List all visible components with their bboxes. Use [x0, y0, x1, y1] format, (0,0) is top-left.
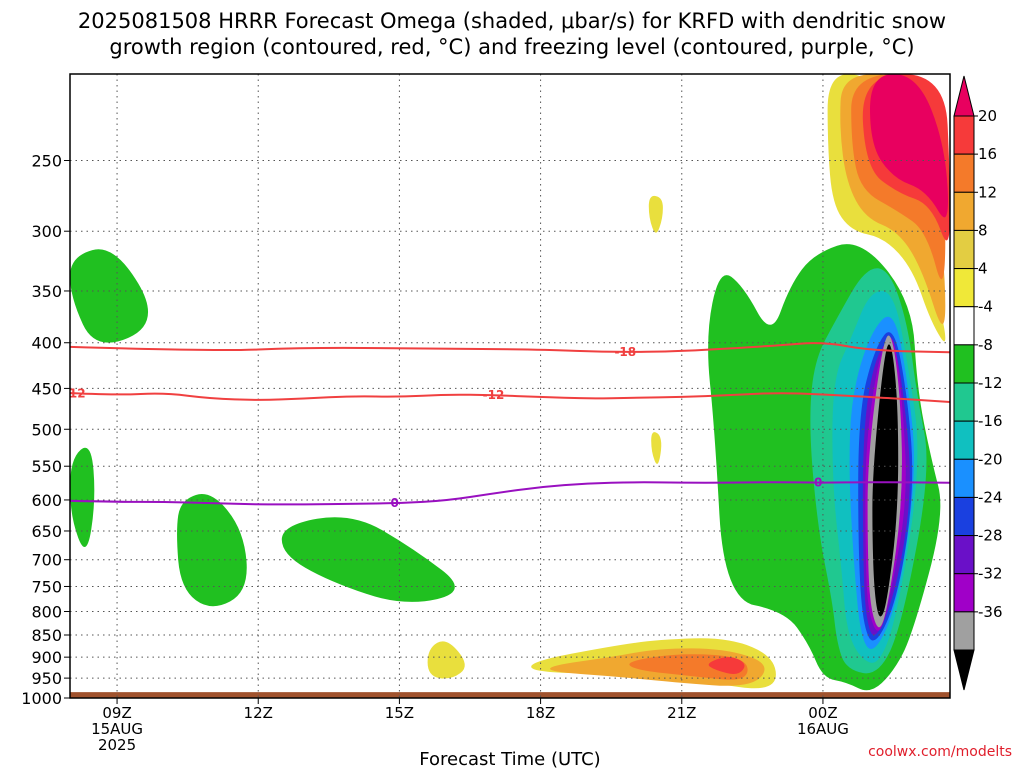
surface-ground-layer	[70, 692, 950, 698]
grid-lines	[70, 74, 950, 698]
omega-shading-layer	[70, 74, 950, 691]
omega-region-4-7	[427, 641, 465, 679]
colorbar-top-arrow	[953, 75, 975, 117]
colorbar-swatch-2	[953, 191, 975, 231]
x-tick-label-4-0: 12Z	[244, 704, 273, 722]
colorbar-swatch-8	[953, 420, 975, 460]
x-tick-label-16-0: 00Z	[808, 704, 837, 722]
y-tick-label-350: 350	[31, 282, 62, 301]
x-tick-label-1-2: 2025	[98, 736, 136, 754]
y-tick-label-800: 800	[31, 602, 62, 621]
y-tick-label-250: 250	[31, 152, 62, 171]
colorbar-label-8: -16	[978, 412, 1003, 430]
source-credit: coolwx.com/modelts	[868, 744, 1012, 760]
x-axis-title: Forecast Time (UTC)	[419, 749, 600, 768]
colorbar-swatch-0	[953, 115, 975, 155]
ground-surface	[70, 692, 950, 698]
colorbar-label-12: -32	[978, 565, 1003, 583]
y-tick-label-900: 900	[31, 648, 62, 667]
colorbar-swatch-10	[953, 496, 975, 537]
omega-region-neg4-2	[177, 494, 247, 607]
colorbar-swatch-4	[953, 268, 975, 308]
colorbar-swatch-13	[953, 611, 975, 651]
contour-line-neg12	[70, 392, 950, 403]
contour-label-neg12-1: -12	[483, 388, 505, 402]
chart-title-line-2: growth region (contoured, red, °C) and f…	[109, 35, 914, 59]
contour-label-neg18-0: -18	[614, 345, 636, 359]
omega-region-neg4-1	[70, 249, 149, 343]
colorbar-label-0: 20	[978, 107, 997, 125]
colorbar-label-9: -20	[978, 450, 1003, 468]
contour-line-neg18	[70, 342, 950, 354]
contour-line-0	[70, 481, 950, 506]
x-tick-label-1-0: 09Z	[102, 704, 131, 722]
colorbar-bottom-arrow	[953, 649, 975, 691]
y-tick-label-1000: 1000	[21, 689, 62, 708]
y-tick-label-600: 600	[31, 491, 62, 510]
contour-layer: -18 -12 -12 0 0	[64, 342, 950, 510]
omega-region-4-5	[648, 195, 663, 233]
pressure-axis: 250 300 350 400 450 500 550 600 650 700 750 800 850 9…	[21, 152, 70, 708]
colorbar-swatch-1	[953, 153, 975, 193]
x-tick-label-10-0: 18Z	[526, 704, 555, 722]
colorbar-label-4: 4	[978, 260, 988, 278]
y-tick-label-550: 550	[31, 457, 62, 476]
colorbar-label-13: -36	[978, 603, 1003, 621]
y-tick-label-750: 750	[31, 577, 62, 596]
colorbar-swatch-7	[953, 382, 975, 422]
omega-region-neg4-0	[70, 447, 95, 548]
contour-label-0-0: 0	[391, 496, 399, 510]
colorbar-label-11: -28	[978, 527, 1003, 545]
x-tick-label-1-1: 15AUG	[91, 720, 143, 738]
x-tick-label-7-0: 15Z	[385, 704, 414, 722]
chart-title-line-1: 2025081508 HRRR Forecast Omega (shaded, …	[78, 9, 946, 33]
y-tick-label-450: 450	[31, 379, 62, 398]
y-tick-label-500: 500	[31, 420, 62, 439]
y-tick-label-850: 850	[31, 626, 62, 645]
omega-colorbar: 20 16 12 8 4 -4 -8 -12 -16 -20 -24 -28 -32 -36	[953, 75, 1003, 691]
x-tick-label-13-0: 21Z	[667, 704, 696, 722]
omega-region-neg36-24	[872, 344, 899, 617]
y-tick-label-700: 700	[31, 551, 62, 570]
colorbar-label-10: -24	[978, 488, 1003, 506]
colorbar-swatch-3	[953, 229, 975, 270]
colorbar-swatch-6	[953, 344, 975, 384]
contour-label-neg12-0: -12	[64, 386, 86, 400]
y-tick-label-300: 300	[31, 222, 62, 241]
colorbar-label-3: 8	[978, 221, 988, 239]
colorbar-swatch-5	[953, 306, 975, 346]
y-tick-label-400: 400	[31, 334, 62, 353]
colorbar-label-1: 16	[978, 145, 997, 163]
contour-label-0-1: 0	[814, 476, 822, 490]
y-tick-label-950: 950	[31, 669, 62, 688]
omega-region-20-16	[870, 74, 949, 218]
colorbar-label-2: 12	[978, 183, 997, 201]
colorbar-label-7: -12	[978, 374, 1003, 392]
y-tick-label-650: 650	[31, 522, 62, 541]
colorbar-swatch-9	[953, 458, 975, 498]
colorbar-swatch-11	[953, 535, 975, 575]
plot-frame	[69, 73, 951, 699]
colorbar-swatch-12	[953, 573, 975, 613]
omega-region-4-6	[651, 432, 662, 464]
colorbar-label-6: -8	[978, 336, 993, 354]
colorbar-label-5: -4	[978, 298, 993, 316]
omega-region-16-11	[708, 657, 745, 675]
x-tick-label-16-1: 16AUG	[797, 720, 849, 738]
